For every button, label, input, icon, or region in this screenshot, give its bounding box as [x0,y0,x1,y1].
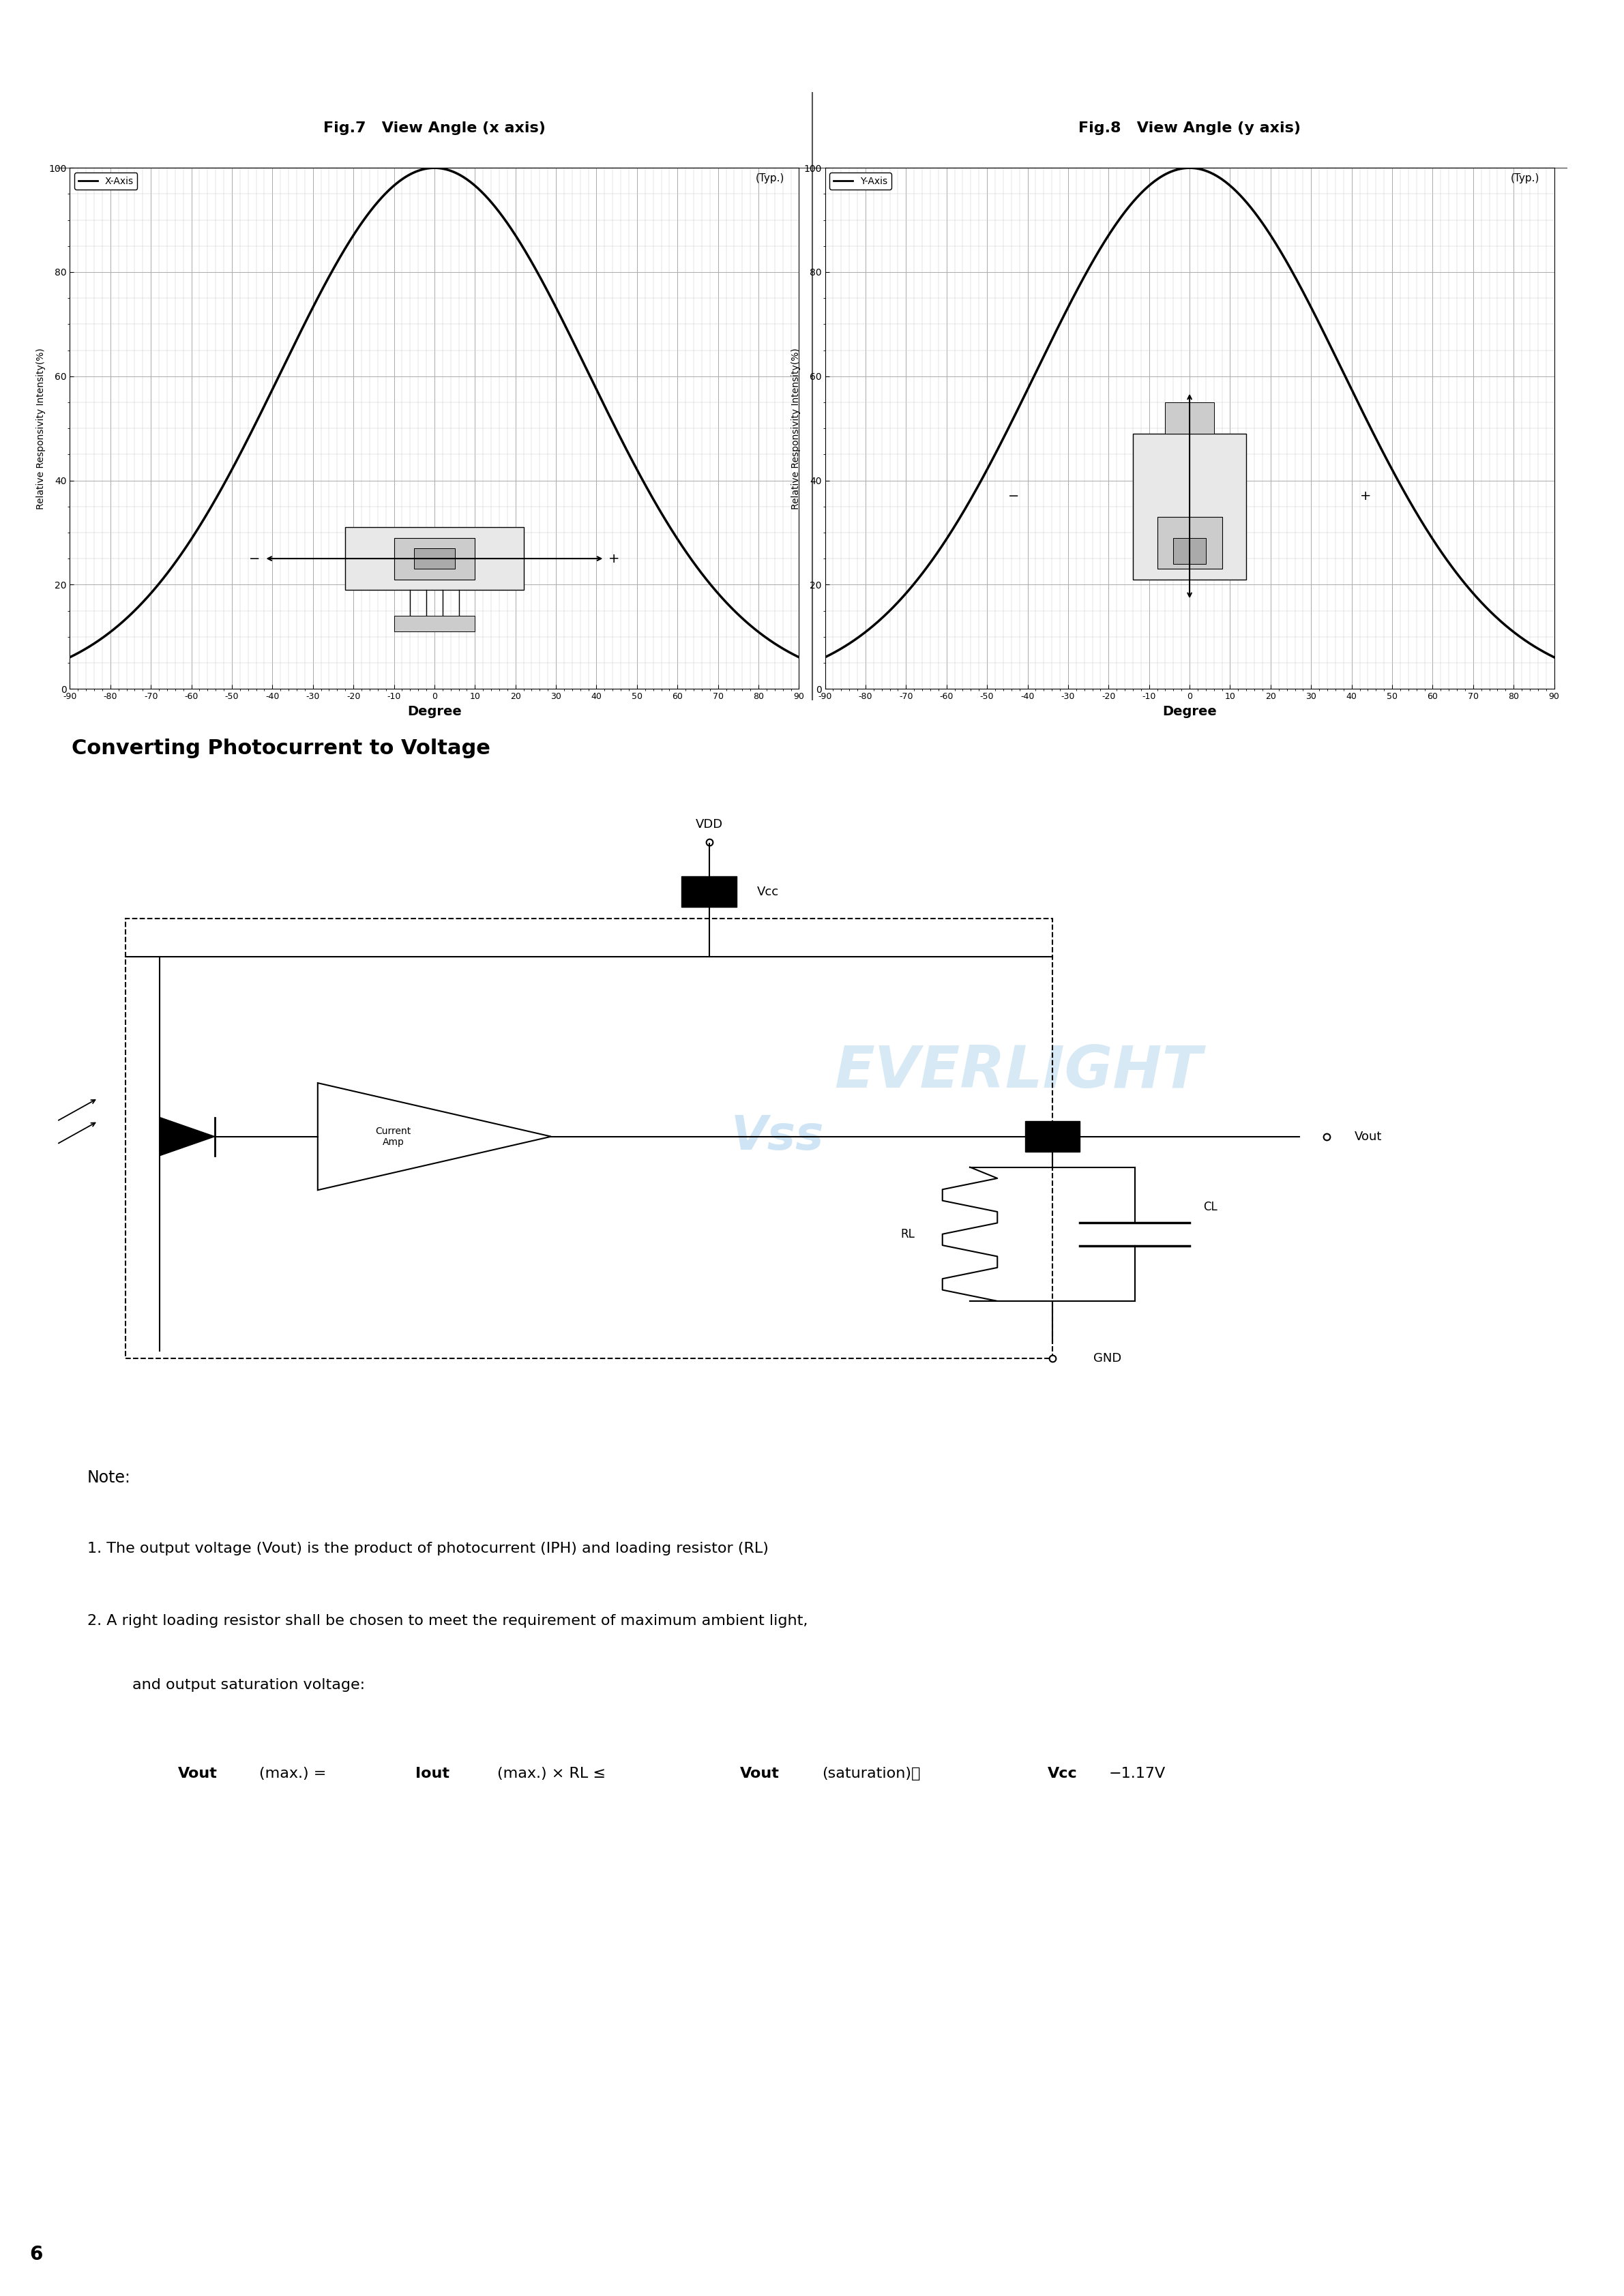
Text: EVERLIGHT: EVERLIGHT [1169,32,1478,78]
Bar [395,537,474,579]
Text: ALS-PDIC17-51B/L758/TR8: ALS-PDIC17-51B/L758/TR8 [29,83,244,101]
Bar [125,918,1052,1359]
Text: (Typ.): (Typ.) [755,172,784,184]
Text: EVERLIGHT: EVERLIGHT [835,1042,1202,1100]
Text: 6: 6 [29,2245,42,2264]
Bar [1158,517,1221,569]
Bar [395,615,474,631]
Text: www.everlight.com: www.everlight.com [1364,2245,1549,2262]
Text: Current
Amp: Current Amp [375,1127,411,1146]
Legend: X-Axis: X-Axis [75,172,138,191]
Legend: Y-Axis: Y-Axis [830,172,892,191]
Text: Copyright © 2014, Everlight All Rights Reserved. Release Date : 8.7.2018. Issue : Copyright © 2014, Everlight All Rights R… [106,2245,698,2257]
Text: Vcc: Vcc [1047,1768,1077,1779]
Text: 2. A right loading resistor shall be chosen to meet the requirement of maximum a: 2. A right loading resistor shall be cho… [88,1614,807,1628]
Text: −1.17V: −1.17V [1109,1768,1166,1779]
Polygon shape [318,1084,551,1189]
Text: (max.) =: (max.) = [260,1768,331,1779]
Text: RL: RL [901,1228,914,1240]
Text: +: + [1359,489,1371,503]
Text: and output saturation voltage:: and output saturation voltage: [133,1678,365,1692]
Bar [1166,402,1213,434]
Text: Vout: Vout [177,1768,218,1779]
Bar [346,528,523,590]
Bar [1174,537,1205,565]
Y-axis label: Relative Responsivity Intensity(%): Relative Responsivity Intensity(%) [36,347,45,510]
Text: (saturation)＝: (saturation)＝ [822,1768,921,1779]
Bar [414,549,455,569]
Text: CL: CL [1203,1201,1218,1215]
Text: DATASHEET: DATASHEET [29,25,153,44]
Text: Vss: Vss [731,1114,825,1159]
X-axis label: Degree: Degree [1163,705,1216,719]
Text: −: − [248,551,260,565]
Text: GND: GND [1093,1352,1122,1364]
Text: Vout: Vout [741,1768,780,1779]
Text: Note:: Note: [88,1469,130,1486]
Text: Vcc: Vcc [757,886,780,898]
Text: (max.) × RL ≤: (max.) × RL ≤ [497,1768,611,1779]
Bar [682,877,737,907]
Text: −: − [1009,489,1020,503]
Text: (Typ.): (Typ.) [1510,172,1540,184]
Text: Fig.7   View Angle (x axis): Fig.7 View Angle (x axis) [323,122,546,135]
X-axis label: Degree: Degree [408,705,461,719]
Bar [1025,1120,1080,1153]
Text: Converting Photocurrent to Voltage: Converting Photocurrent to Voltage [71,739,490,758]
Text: VDD: VDD [695,817,723,831]
Text: 1. The output voltage (Vout) is the product of photocurrent (IPH) and loading re: 1. The output voltage (Vout) is the prod… [88,1543,768,1554]
Text: Fig.8   View Angle (y axis): Fig.8 View Angle (y axis) [1078,122,1301,135]
Bar [1134,434,1246,579]
Text: Ambient Light Sensor - Surface Mount: Ambient Light Sensor - Surface Mount [29,53,336,69]
Y-axis label: Relative Responsivity Intensity(%): Relative Responsivity Intensity(%) [791,347,801,510]
Text: +: + [609,551,620,565]
Polygon shape [159,1118,214,1155]
Text: Iout: Iout [416,1768,450,1779]
Text: Vout: Vout [1354,1130,1382,1143]
